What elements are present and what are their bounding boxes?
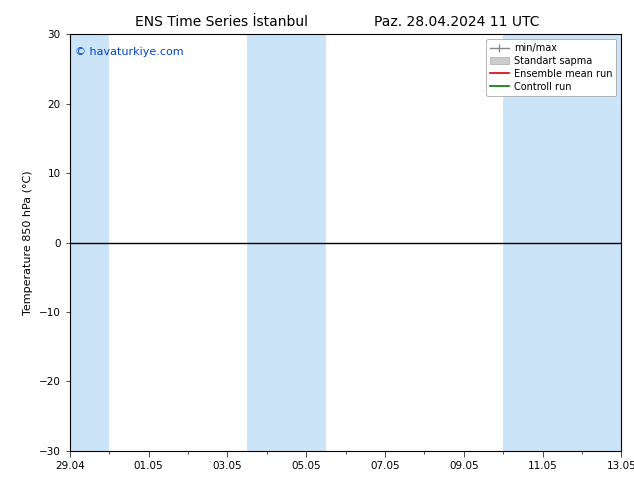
Bar: [70, 34, 109, 451]
Bar: [503, 34, 621, 451]
Y-axis label: Temperature 850 hPa (°C): Temperature 850 hPa (°C): [23, 170, 33, 315]
Text: ENS Time Series İstanbul: ENS Time Series İstanbul: [136, 15, 308, 29]
Text: Paz. 28.04.2024 11 UTC: Paz. 28.04.2024 11 UTC: [373, 15, 540, 29]
Bar: [247, 34, 326, 451]
Legend: min/max, Standart sapma, Ensemble mean run, Controll run: min/max, Standart sapma, Ensemble mean r…: [486, 39, 616, 96]
Text: © havaturkiye.com: © havaturkiye.com: [75, 47, 184, 57]
